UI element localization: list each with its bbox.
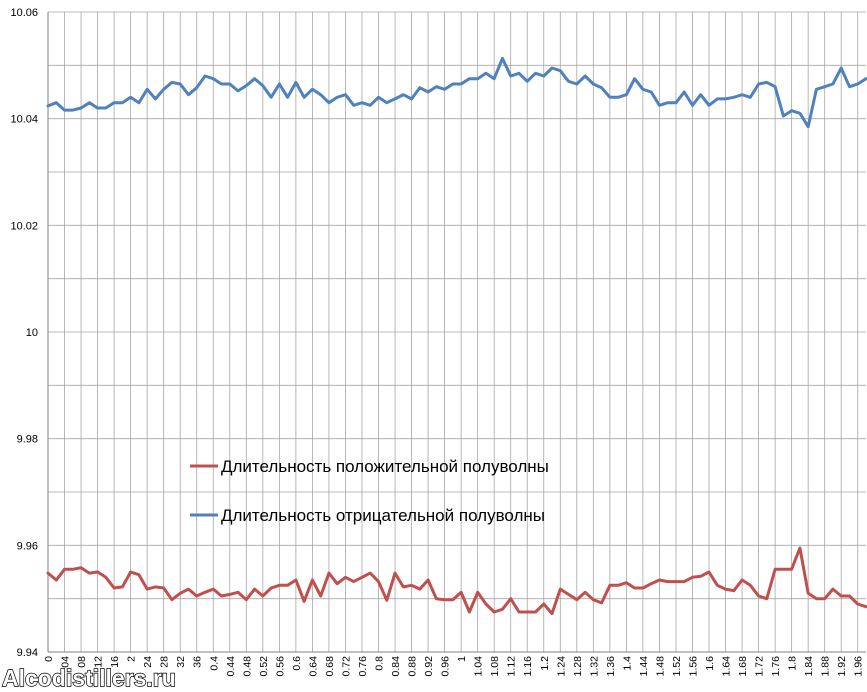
x-tick-label: 0.44	[225, 656, 237, 677]
x-tick-label: 1	[456, 656, 468, 662]
y-tick-label: 9.98	[17, 434, 38, 446]
series-lines	[46, 56, 867, 616]
x-tick-label: 1.64	[721, 656, 733, 677]
x-tick-label: 0.4	[208, 656, 220, 671]
x-tick-label: 0.84	[390, 656, 402, 677]
x-tick-label: 1.8	[787, 656, 799, 671]
x-tick-label: 1.96	[853, 656, 865, 677]
x-tick-label: 0.64	[307, 656, 319, 677]
x-tick-label: 12	[93, 656, 105, 668]
x-tick-label: 1.76	[770, 656, 782, 677]
x-tick-label: 1.04	[473, 656, 485, 677]
y-tick-label: 10.04	[10, 114, 38, 126]
x-tick-label: 1.84	[803, 656, 815, 677]
x-tick-label: 1.2	[539, 656, 551, 671]
x-tick-label: 1.68	[737, 656, 749, 677]
x-tick-label: 1.92	[836, 656, 848, 677]
x-tick-label: 1.72	[754, 656, 766, 677]
x-tick-label: 28	[159, 656, 171, 668]
x-tick-label: 04	[60, 656, 72, 668]
x-tick-label: 1.32	[588, 656, 600, 677]
x-tick-label: 0.96	[440, 656, 452, 677]
x-tick-label: 08	[76, 656, 88, 668]
grid	[47, 11, 866, 653]
x-tick-label: 1.56	[687, 656, 699, 677]
x-tick-label: 1.16	[522, 656, 534, 677]
y-tick-label: 9.94	[17, 647, 38, 659]
x-tick-label: 1.88	[820, 656, 832, 677]
x-tick-label: 36	[192, 656, 204, 668]
x-tick-label: 1.24	[555, 656, 567, 677]
y-axis: 9.94 9.96 9.98 10 10.02 10.04 10.06	[10, 7, 38, 659]
y-tick-label: 9.96	[17, 540, 38, 552]
x-tick-label: 1.28	[572, 656, 584, 677]
x-tick-label: 0.92	[423, 656, 435, 677]
x-tick-label: 0.8	[374, 656, 386, 671]
x-tick-label: 1.48	[654, 656, 666, 677]
y-tick-label: 10	[26, 327, 38, 339]
legend-label-negative: Длительность отрицательной полуволны	[221, 506, 545, 525]
y-tick-label: 10.06	[10, 7, 38, 19]
x-tick-label: 1.6	[704, 656, 716, 671]
x-axis: 0 04 08 12 16 2 24 28 32 36 0.4 0.44 0.48 0.52 0.56 0.6…	[43, 656, 865, 677]
x-tick-label: 32	[175, 656, 187, 668]
watermark: Alcodistillers.ru	[2, 665, 176, 691]
x-tick-label: 1.12	[506, 656, 518, 677]
x-tick-label: 0.72	[340, 656, 352, 677]
legend-label-positive: Длительность положительной полуволны	[221, 457, 549, 476]
x-tick-label: 1.44	[638, 656, 650, 677]
series-line-negative	[46, 56, 867, 129]
x-tick-label: 2	[126, 656, 138, 662]
x-tick-label: 0.88	[407, 656, 419, 677]
x-tick-label: 1.52	[671, 656, 683, 677]
x-tick-label: 1.4	[621, 656, 633, 671]
x-tick-label: 0.6	[291, 656, 303, 671]
x-tick-label: 1.08	[489, 656, 501, 677]
series-line-positive	[46, 546, 867, 616]
y-tick-label: 10.02	[10, 220, 38, 232]
x-tick-label: 0.56	[274, 656, 286, 677]
x-tick-label: 0.52	[258, 656, 270, 677]
x-tick-label: 0.76	[357, 656, 369, 677]
x-tick-label: 0.48	[241, 656, 253, 677]
x-tick-label: 1.36	[605, 656, 617, 677]
x-tick-label: 0.68	[324, 656, 336, 677]
x-tick-label: 16	[109, 656, 121, 668]
legend: Длительность положительной полуволны Дли…	[190, 457, 549, 525]
x-tick-label: 24	[142, 656, 154, 668]
x-tick-label: 0	[43, 656, 55, 662]
